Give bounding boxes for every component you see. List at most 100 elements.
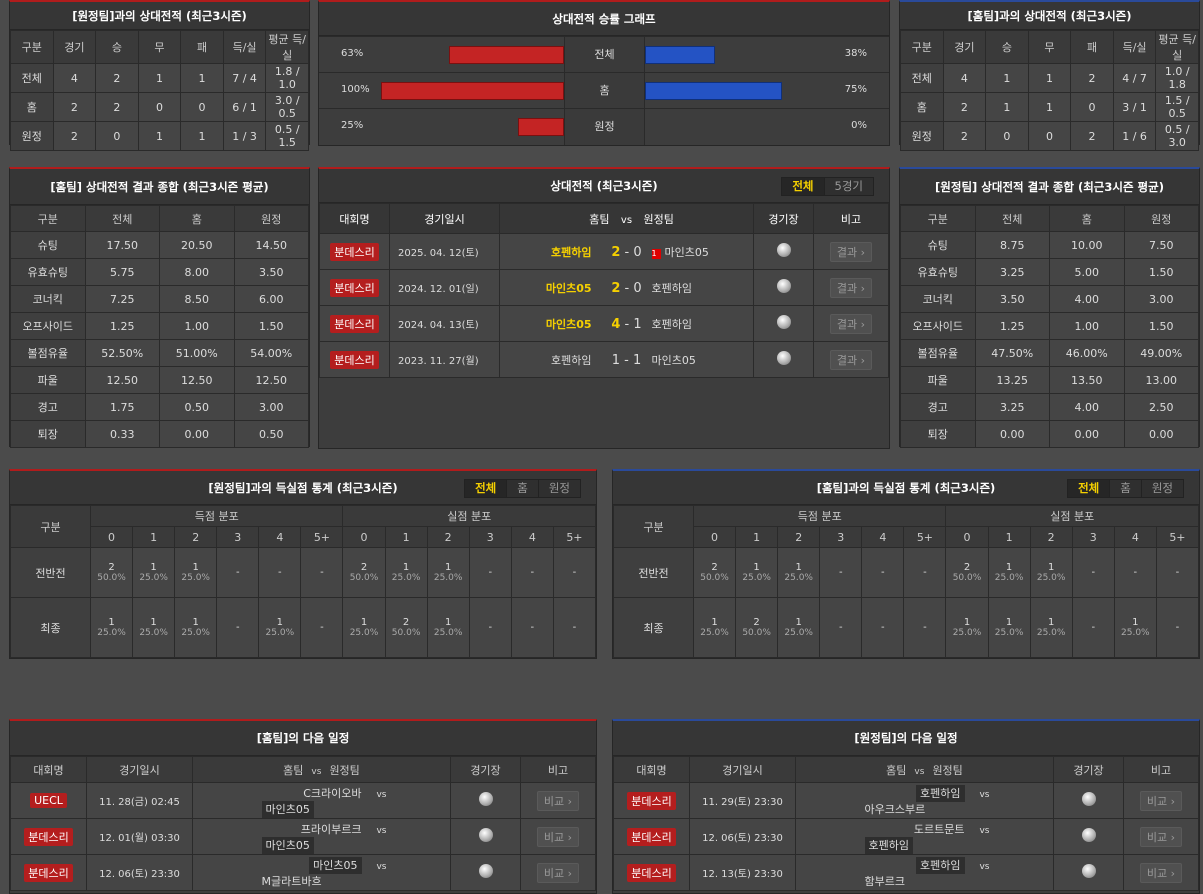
stadium-icon[interactable]	[1081, 864, 1096, 878]
count: 1	[753, 562, 760, 573]
result-button[interactable]: 결과 ›	[829, 277, 873, 298]
note-cell: 결과 ›	[813, 341, 889, 378]
column-header: 원정	[233, 205, 309, 232]
home-team[interactable]: 마인츠05	[309, 856, 362, 874]
league-badge[interactable]: 분데스리	[627, 863, 676, 882]
away-team[interactable]: 아우크스부르	[864, 802, 926, 816]
count: -	[572, 567, 577, 578]
cell-value: 8.00	[159, 258, 235, 286]
cell-value: 1	[1027, 63, 1072, 93]
conceded-header: 실점 분포	[342, 505, 596, 527]
league-badge[interactable]: UECL	[30, 793, 67, 808]
scored-cell: 1 25.0%	[89, 597, 134, 658]
away-team[interactable]: 호펜하임	[864, 836, 913, 854]
count: -	[235, 622, 240, 633]
stadium-icon[interactable]	[478, 828, 493, 842]
home-team[interactable]: 도르트문트	[913, 822, 965, 836]
vs-header: vs	[914, 766, 925, 777]
tab-group: 전체 홈 원정	[464, 479, 581, 498]
tab-2[interactable]: 홈	[1109, 480, 1141, 497]
chevron-right-icon: ›	[857, 353, 866, 367]
result-button[interactable]: 결과 ›	[829, 349, 873, 370]
home-team[interactable]: 호펜하임	[916, 784, 965, 802]
home-team[interactable]: 호펜하임	[551, 245, 592, 259]
away-header: 원정팀	[329, 763, 360, 777]
count: 2	[711, 562, 718, 573]
league-badge[interactable]: 분데스리	[24, 827, 73, 846]
compare-button[interactable]: 비교 ›	[536, 862, 580, 883]
compare-button[interactable]: 비교 ›	[1139, 790, 1183, 811]
tab-2[interactable]: 홈	[506, 480, 538, 497]
home-team[interactable]: 마인츠05	[545, 281, 592, 295]
panel-title: [홈팀]의 다음 일정	[256, 731, 350, 745]
stat-table: 구분 전체 홈 원정 슈팅 17.50 20.50 14.50 유효슈팅 5.75 8.00 3.50…	[10, 205, 309, 448]
home-team[interactable]: C크라이오바	[303, 786, 362, 800]
league-badge[interactable]: 분데스리	[330, 350, 379, 369]
league-badge[interactable]: 분데스리	[330, 278, 379, 297]
compare-button[interactable]: 비교 ›	[1139, 862, 1183, 883]
percent: 50.0%	[349, 573, 379, 583]
column-header: 원정	[1123, 205, 1199, 232]
result-label: 결과	[836, 353, 858, 367]
away-team[interactable]: 함부르크	[864, 874, 905, 888]
league-badge[interactable]: 분데스리	[330, 314, 379, 333]
scored-cell: 1 25.0%	[735, 547, 779, 598]
league-badge[interactable]: 분데스리	[627, 791, 676, 810]
conceded-cell: -	[1155, 597, 1200, 658]
home-team[interactable]: 호펜하임	[916, 856, 965, 874]
panel-title: [원정팀]의 다음 일정	[854, 731, 958, 745]
tab-3[interactable]: 원정	[537, 480, 580, 497]
tab-3[interactable]: 원정	[1140, 480, 1183, 497]
stadium-icon[interactable]	[776, 351, 791, 365]
tab-1[interactable]: 전체	[782, 178, 824, 195]
stadium-icon[interactable]	[1081, 828, 1096, 842]
home-team[interactable]: 마인츠05	[545, 317, 592, 331]
compare-label: 비교	[1146, 794, 1168, 808]
result-button[interactable]: 결과 ›	[829, 241, 873, 262]
tab-2[interactable]: 5경기	[823, 178, 873, 195]
away-team[interactable]: M글라트바흐	[261, 874, 322, 888]
stadium-icon[interactable]	[478, 864, 493, 878]
match-row: 분데스리 2025. 04. 12(토) 호펜하임 2 - 0 1 마인츠05 결과 ›	[319, 233, 889, 270]
result-button[interactable]: 결과 ›	[829, 313, 873, 334]
home-win-bar	[448, 46, 564, 64]
tab-1[interactable]: 전체	[1068, 480, 1110, 497]
home-team[interactable]: 호펜하임	[551, 353, 592, 367]
cell-value: 0.5 / 3.0	[1155, 121, 1199, 151]
cell-value: 1.50	[233, 312, 309, 340]
date-cell: 12. 13(토) 23:30	[689, 854, 796, 891]
away-team[interactable]: 호펜하임	[651, 317, 692, 331]
goal-row: 전반전 2 50.0% 1 25.0% 1 25.0% - - -2 50.0% 1 25.0% 1 25.…	[10, 547, 597, 598]
away-team[interactable]: 마인츠05	[261, 836, 314, 854]
league-badge[interactable]: 분데스리	[24, 863, 73, 882]
stadium-icon[interactable]	[776, 243, 791, 257]
cell-value: 1.00	[159, 312, 235, 340]
league-badge[interactable]: 분데스리	[627, 827, 676, 846]
compare-button[interactable]: 비교 ›	[1139, 826, 1183, 847]
cell-value: 4	[52, 63, 97, 93]
compare-button[interactable]: 비교 ›	[536, 790, 580, 811]
bucket-header: 0	[89, 526, 134, 548]
stadium-icon[interactable]	[478, 792, 493, 806]
stadium-icon[interactable]	[776, 315, 791, 329]
away-team[interactable]: 호펜하임	[651, 281, 692, 295]
away-team[interactable]: 마인츠05	[261, 800, 314, 818]
header-row: 대회명 경기일시 홈팀 vs 원정팀 경기장 비고	[613, 756, 1199, 783]
away-team-wrap: 함부르크	[865, 873, 985, 889]
compare-button[interactable]: 비교 ›	[536, 826, 580, 847]
stadium-icon[interactable]	[776, 279, 791, 293]
cell-value: 2	[942, 121, 987, 151]
league-cell: 분데스리	[319, 233, 390, 270]
bucket-header: 3	[216, 526, 260, 548]
home-team[interactable]: 프라이부르크	[300, 822, 362, 836]
tab-1[interactable]: 전체	[465, 480, 507, 497]
teams-cell: 호펜하임 1 - 1 마인츠05	[499, 341, 754, 378]
count: 1	[444, 562, 452, 573]
scored-cell: 1 25.0%	[132, 547, 176, 598]
league-badge[interactable]: 분데스리	[330, 242, 379, 261]
cell-value: 7.50	[1123, 231, 1199, 259]
stadium-icon[interactable]	[1081, 792, 1096, 806]
count: 1	[150, 617, 157, 628]
away-team[interactable]: 마인츠05	[651, 353, 696, 367]
away-team[interactable]: 마인츠05	[664, 245, 709, 259]
